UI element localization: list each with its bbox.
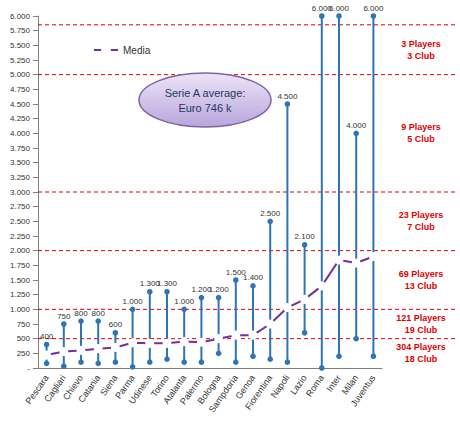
svg-text:Inter: Inter bbox=[324, 373, 344, 394]
svg-text:6.000: 6.000 bbox=[329, 4, 350, 13]
svg-text:Atalanta: Atalanta bbox=[161, 373, 189, 406]
svg-text:4.250: 4.250 bbox=[10, 114, 31, 123]
svg-text:Lazio: Lazio bbox=[288, 373, 309, 397]
svg-text:Roma: Roma bbox=[304, 373, 326, 398]
svg-text:Media: Media bbox=[123, 45, 151, 56]
svg-text:Genoa: Genoa bbox=[233, 373, 258, 401]
svg-text:121 Players: 121 Players bbox=[396, 313, 446, 323]
svg-text:4.750: 4.750 bbox=[10, 85, 31, 94]
svg-text:5 Club: 5 Club bbox=[407, 134, 435, 144]
svg-text:3.250: 3.250 bbox=[10, 173, 31, 182]
svg-text:Chievo: Chievo bbox=[60, 373, 86, 402]
svg-text:7 Club: 7 Club bbox=[407, 222, 435, 232]
svg-text:3 Players: 3 Players bbox=[401, 39, 441, 49]
svg-text:5.750: 5.750 bbox=[10, 26, 31, 35]
svg-text:Fiorentina: Fiorentina bbox=[243, 373, 275, 412]
svg-text:1.400: 1.400 bbox=[243, 273, 264, 282]
svg-text:Catania: Catania bbox=[76, 373, 102, 404]
svg-text:6.000: 6.000 bbox=[363, 4, 384, 13]
svg-text:-: - bbox=[27, 364, 30, 373]
svg-text:5.000: 5.000 bbox=[10, 70, 31, 79]
svg-text:2.500: 2.500 bbox=[260, 209, 281, 218]
svg-text:3 Club: 3 Club bbox=[407, 51, 435, 61]
svg-text:2.250: 2.250 bbox=[10, 232, 31, 241]
svg-text:2.750: 2.750 bbox=[10, 202, 31, 211]
svg-text:5.250: 5.250 bbox=[10, 56, 31, 65]
svg-text:304 Players: 304 Players bbox=[396, 342, 446, 352]
svg-text:1.000: 1.000 bbox=[123, 297, 144, 306]
svg-text:Cagliari: Cagliari bbox=[42, 373, 68, 404]
svg-text:4.500: 4.500 bbox=[10, 100, 31, 109]
svg-text:1.500: 1.500 bbox=[225, 267, 246, 277]
svg-text:4.000: 4.000 bbox=[346, 121, 367, 130]
svg-text:2.000: 2.000 bbox=[10, 246, 31, 255]
svg-text:4.000: 4.000 bbox=[10, 129, 31, 138]
svg-text:1.300: 1.300 bbox=[157, 279, 178, 288]
svg-text:1.300: 1.300 bbox=[139, 279, 160, 289]
svg-text:750: 750 bbox=[57, 312, 71, 321]
svg-text:2.500: 2.500 bbox=[10, 217, 31, 226]
svg-text:Serie A average:: Serie A average: bbox=[165, 87, 246, 99]
svg-text:4.500: 4.500 bbox=[277, 92, 298, 101]
svg-text:Parma: Parma bbox=[113, 373, 137, 401]
svg-text:6.000: 6.000 bbox=[311, 3, 332, 13]
svg-text:1.750: 1.750 bbox=[10, 261, 31, 270]
svg-text:1.000: 1.000 bbox=[10, 305, 31, 314]
svg-text:2.100: 2.100 bbox=[295, 232, 316, 241]
svg-text:18 Club: 18 Club bbox=[405, 354, 438, 364]
svg-text:3.750: 3.750 bbox=[10, 144, 31, 153]
svg-text:600: 600 bbox=[109, 320, 123, 329]
svg-text:400: 400 bbox=[40, 332, 54, 341]
svg-text:Bologna: Bologna bbox=[195, 373, 223, 406]
svg-text:Palermo: Palermo bbox=[178, 373, 206, 407]
svg-text:800: 800 bbox=[92, 309, 106, 318]
svg-text:1.250: 1.250 bbox=[10, 290, 31, 299]
svg-text:1.000: 1.000 bbox=[174, 297, 195, 306]
svg-text:13 Club: 13 Club bbox=[405, 281, 438, 291]
svg-text:Sampdoria: Sampdoria bbox=[206, 373, 240, 415]
svg-text:1.200: 1.200 bbox=[191, 285, 212, 295]
svg-text:Torino: Torino bbox=[148, 373, 172, 399]
svg-text:Juventus: Juventus bbox=[349, 373, 378, 409]
svg-text:19 Club: 19 Club bbox=[405, 325, 438, 335]
svg-text:Euro 746 k: Euro 746 k bbox=[178, 102, 232, 114]
svg-text:1.500: 1.500 bbox=[10, 276, 31, 285]
svg-text:Pescara: Pescara bbox=[23, 373, 51, 406]
svg-text:Milan: Milan bbox=[339, 373, 361, 397]
svg-text:1.200: 1.200 bbox=[209, 285, 230, 294]
svg-text:69 Players: 69 Players bbox=[399, 269, 444, 279]
svg-text:5.500: 5.500 bbox=[10, 41, 31, 50]
svg-text:9 Players: 9 Players bbox=[401, 122, 441, 132]
svg-text:23 Players: 23 Players bbox=[399, 210, 444, 220]
svg-text:500: 500 bbox=[17, 334, 31, 343]
svg-text:Napoli: Napoli bbox=[269, 373, 292, 400]
svg-text:800: 800 bbox=[74, 309, 88, 318]
svg-text:250: 250 bbox=[17, 349, 31, 358]
svg-text:Siena: Siena bbox=[98, 373, 120, 398]
svg-text:750: 750 bbox=[17, 320, 31, 329]
svg-text:3.500: 3.500 bbox=[10, 158, 31, 167]
svg-text:6.000: 6.000 bbox=[10, 12, 31, 21]
svg-text:Udinese: Udinese bbox=[127, 373, 154, 406]
svg-text:3.000: 3.000 bbox=[10, 188, 31, 197]
